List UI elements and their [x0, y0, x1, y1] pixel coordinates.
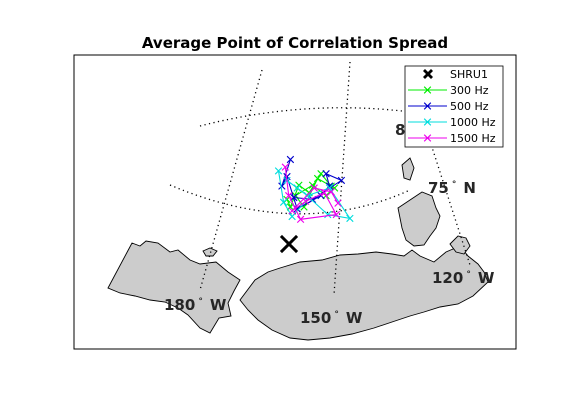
- lat-label-75: 75 ° N: [428, 179, 476, 197]
- data-point-marker: [274, 167, 283, 175]
- data-point-marker: [346, 214, 354, 223]
- legend-series-entries: 300 Hz 500 Hz 1000 Hz 1500 Hz: [408, 84, 496, 145]
- data-point-marker: [313, 174, 322, 183]
- legend-label-shru1: SHRU1: [450, 68, 488, 81]
- land-siberia: [107, 240, 241, 334]
- legend-marker: [423, 118, 432, 126]
- data-point-marker: [288, 212, 296, 221]
- data-point-marker: [302, 197, 310, 205]
- land-victoria-island: [449, 235, 471, 255]
- legend-marker: [423, 102, 432, 110]
- legend-marker: [423, 86, 432, 94]
- data-point-marker: [279, 198, 288, 206]
- data-point-marker: [288, 207, 296, 215]
- lon-label-180w: 180 ° W: [164, 296, 227, 314]
- data-point-marker: [334, 199, 342, 207]
- legend-entry: 1500 Hz: [408, 132, 496, 145]
- chart-title: Average Point of Correlation Spread: [142, 34, 448, 52]
- land-alaska: [239, 245, 489, 341]
- data-point-marker: [320, 189, 329, 197]
- land-wrangel-island: [202, 247, 218, 257]
- data-point-marker: [322, 170, 330, 178]
- data-point-marker: [281, 163, 289, 171]
- legend-marker: [423, 134, 432, 142]
- data-point-marker: [300, 203, 308, 211]
- lon-label-120w: 120 ° W: [432, 269, 495, 287]
- series-1500-hz: [281, 163, 342, 224]
- data-point-marker: [296, 215, 305, 224]
- legend-label: 300 Hz: [450, 84, 489, 97]
- shru1-marker: [279, 234, 299, 254]
- data-point-marker: [327, 188, 335, 196]
- data-point-marker: [286, 155, 295, 164]
- graticule-labels: 75 ° N 8 180 ° W 150 ° W 120 ° W: [164, 121, 495, 327]
- data-point-marker: [324, 210, 332, 219]
- data-point-marker: [293, 184, 301, 192]
- data-point-marker: [285, 191, 293, 200]
- series-layer: [274, 155, 354, 224]
- land-prince-patrick-island: [401, 157, 415, 181]
- legend-entry-shru1: SHRU1: [423, 68, 488, 81]
- lon-label-150w: 150 ° W: [300, 309, 363, 327]
- legend-label: 500 Hz: [450, 100, 489, 113]
- data-point-marker: [290, 193, 298, 202]
- lat-label-80-partial: 8: [395, 121, 405, 139]
- land-banks-island: [397, 191, 441, 247]
- legend-entry: 300 Hz: [408, 84, 489, 97]
- legend-label: 1500 Hz: [450, 132, 496, 145]
- data-point-marker: [332, 210, 340, 219]
- land-masses: [107, 157, 489, 341]
- data-point-marker: [337, 176, 346, 185]
- legend-entry: 1000 Hz: [408, 116, 496, 129]
- data-point-marker: [310, 184, 318, 192]
- data-point-marker: [293, 205, 301, 213]
- legend-entry: 500 Hz: [408, 100, 489, 113]
- legend: SHRU1 300 Hz 500 Hz 1000 Hz 1500 Hz: [404, 65, 504, 148]
- legend-label: 1000 Hz: [450, 116, 496, 129]
